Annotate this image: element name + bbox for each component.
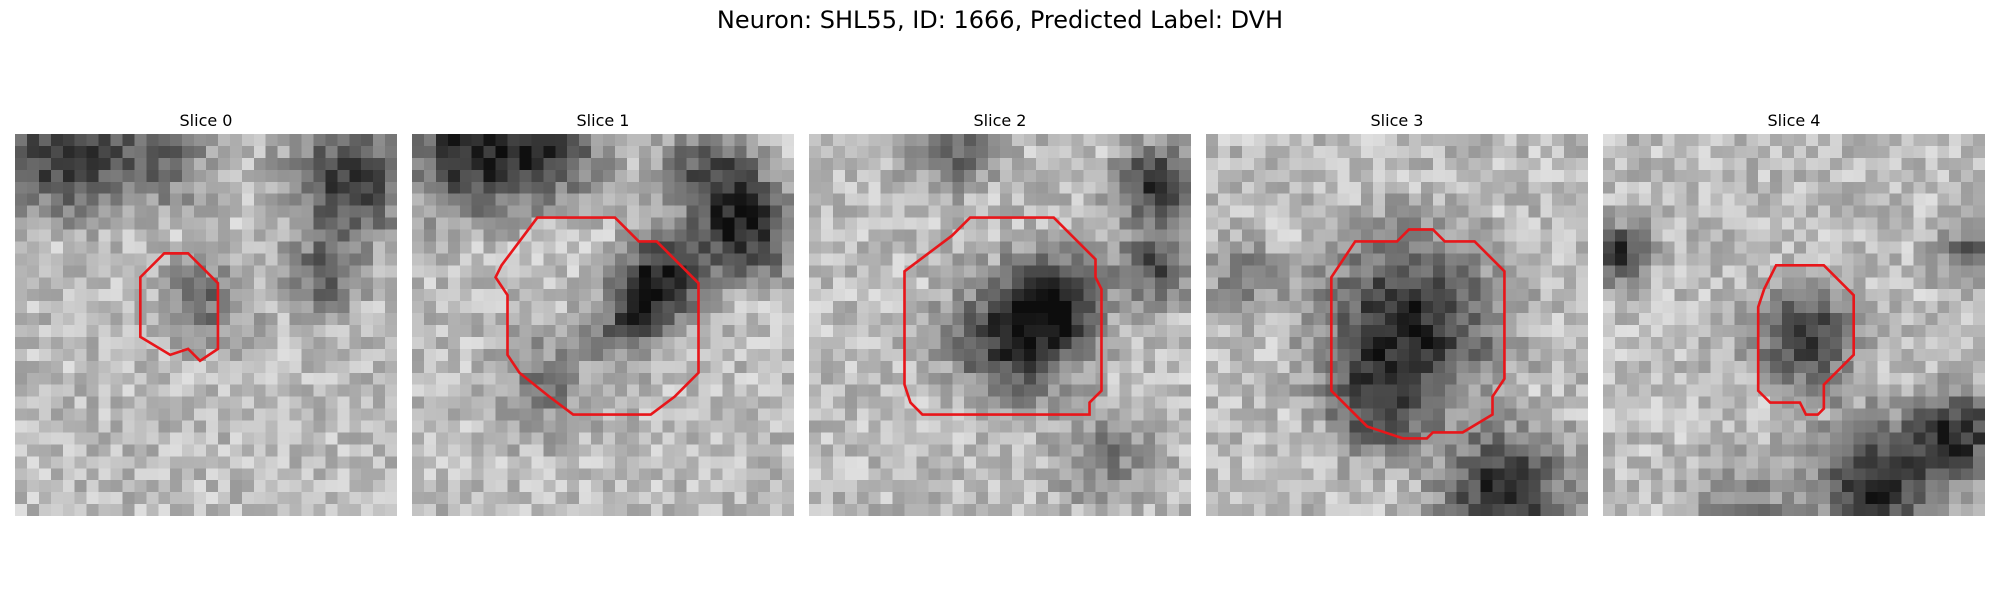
slice-panel-1: Slice 1 (412, 108, 794, 516)
slice-image (1603, 134, 1985, 516)
slice-image (412, 134, 794, 516)
slice-panel-0: Slice 0 (15, 108, 397, 516)
slice-image (1206, 134, 1588, 516)
neuron-contour (903, 216, 1103, 416)
neuron-contour (494, 216, 700, 416)
slice-title: Slice 2 (973, 111, 1027, 130)
slice-image (809, 134, 1191, 516)
slice-title: Slice 0 (179, 111, 233, 130)
slice-image (15, 134, 397, 516)
neuron-contour (1756, 263, 1856, 416)
slice-title: Slice 4 (1767, 111, 1821, 130)
neuron-contour (139, 252, 220, 363)
slice-panel-3: Slice 3 (1206, 108, 1588, 516)
slice-title: Slice 1 (576, 111, 630, 130)
slice-panel-2: Slice 2 (809, 108, 1191, 516)
neuron-contour (1330, 228, 1506, 440)
figure-title: Neuron: SHL55, ID: 1666, Predicted Label… (716, 6, 1284, 34)
slice-title: Slice 3 (1370, 111, 1424, 130)
slice-panel-4: Slice 4 (1603, 108, 1985, 516)
